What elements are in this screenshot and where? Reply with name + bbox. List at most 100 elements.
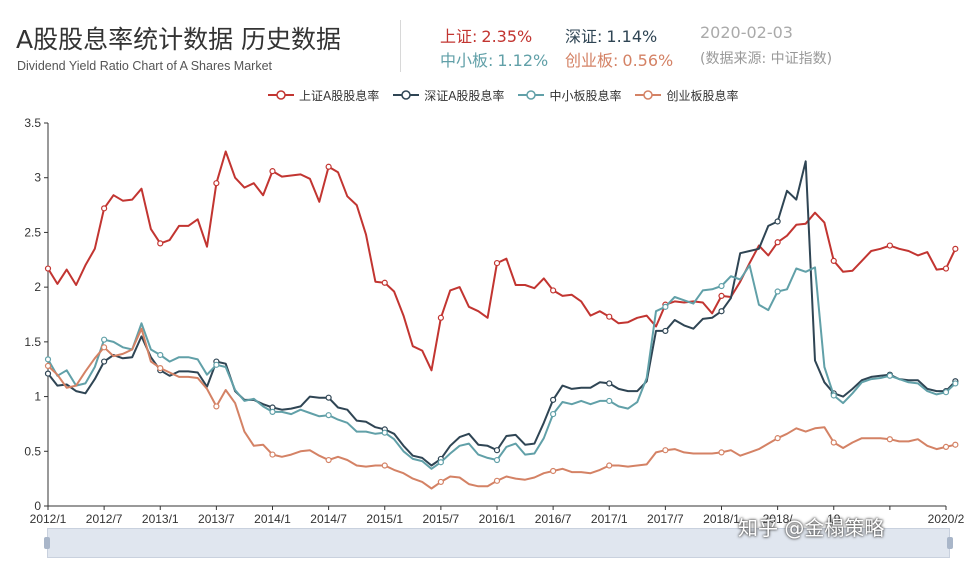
series-3-point — [381, 462, 388, 469]
series-3-point — [269, 451, 276, 458]
stat-sme-board-value: 1.12% — [497, 51, 549, 70]
series-0-point — [381, 279, 388, 286]
stat-shenzhen: 深证: 1.14% — [565, 23, 657, 47]
series-0-point — [774, 239, 781, 246]
stat-sme-board-label: 中小板: — [440, 51, 494, 70]
y-tick-label: 1 — [34, 390, 41, 404]
x-tick-label: 2014/1 — [254, 512, 291, 526]
legend-item-shanghai[interactable]: 上证A股股息率 — [268, 87, 379, 104]
x-tick-label: 2014/7 — [310, 512, 347, 526]
series-3-point — [213, 403, 220, 410]
series-2-point — [213, 361, 220, 368]
data-source: (数据来源: 中证指数) — [700, 51, 833, 67]
y-tick-label: 0.5 — [24, 444, 41, 458]
series-2-point — [381, 429, 388, 436]
series-2-point — [886, 372, 893, 379]
series-2-point — [157, 351, 164, 359]
series-0-point — [101, 205, 108, 212]
zoom-handle-right[interactable] — [947, 537, 953, 549]
series-2-point — [437, 459, 444, 466]
series-1-point — [718, 308, 725, 315]
series-2-point — [830, 392, 837, 399]
series-2-point — [662, 303, 669, 310]
series-0-point — [718, 292, 725, 299]
series-3-point — [662, 447, 669, 454]
legend-marker-sme-board — [518, 90, 545, 100]
zoom-handle-left[interactable] — [44, 537, 50, 549]
series-2-point — [493, 456, 501, 464]
stat-shanghai: 上证: 2.35% — [440, 23, 532, 47]
x-tick-label: 2017/1 — [591, 512, 628, 526]
series-2-point — [942, 389, 950, 396]
series-2-point — [325, 412, 332, 419]
legend-item-sme-board[interactable]: 中小板股息率 — [518, 87, 621, 104]
legend-label-sme-board: 中小板股息率 — [549, 88, 622, 103]
series-3-point — [101, 344, 108, 351]
series-line-0 — [47, 150, 957, 372]
series-0-point — [942, 265, 950, 272]
y-tick-label: 2 — [34, 280, 41, 294]
series-2-point — [550, 410, 557, 418]
x-tick-label: 19 — [827, 512, 841, 526]
x-tick-label: 2012/1 — [30, 512, 67, 526]
series-3-point — [886, 436, 893, 443]
x-tick-label: 2012/7 — [86, 512, 123, 526]
x-tick-label: 2016/7 — [535, 512, 572, 526]
series-0-point — [493, 259, 501, 267]
legend-marker-shanghai — [268, 90, 294, 100]
series-0-point — [830, 257, 837, 264]
series-2-point — [606, 397, 613, 405]
y-tick-label: 3.5 — [24, 116, 41, 130]
series-0-point — [157, 240, 164, 247]
page-subtitle: Dividend Yield Ratio Chart of A Shares M… — [17, 59, 272, 73]
series-0-point — [437, 314, 444, 321]
stat-chinext: 创业板: 0.56% — [565, 47, 673, 71]
series-1-point — [44, 370, 52, 377]
series-1-point — [325, 394, 332, 401]
page-title: A股股息率统计数据 历史数据 — [16, 25, 342, 54]
stat-chinext-label: 创业板: — [565, 51, 619, 70]
x-tick-label: 2015/1 — [366, 512, 403, 526]
data-zoom-slider[interactable] — [47, 528, 950, 558]
series-3-point — [942, 443, 950, 451]
series-0-point — [606, 313, 613, 320]
stat-shenzhen-label: 深证: — [565, 27, 603, 46]
series-0-point — [213, 180, 220, 187]
series-3-point — [325, 456, 332, 464]
series-2-point — [269, 408, 276, 415]
legend-label-shenzhen: 深证A股股息率 — [424, 88, 505, 103]
legend-marker-shenzhen — [393, 90, 420, 100]
series-line-2 — [47, 264, 957, 470]
legend-item-shenzhen[interactable]: 深证A股股息率 — [393, 87, 504, 104]
series-3-point — [157, 365, 164, 372]
legend-item-chinext[interactable]: 创业板股息率 — [635, 87, 738, 104]
y-tick-label: 2.5 — [24, 225, 41, 239]
dividend-yield-line-chart: 0 0.5 1 1.5 2 2.5 3 3.5 2012/1 2012/7 2013/1 2013/7… — [24, 116, 964, 526]
header-divider — [400, 20, 401, 72]
watermark: 知乎 @金榻策略 — [738, 516, 885, 540]
series-3-point — [437, 478, 444, 486]
y-tick-label: 1.5 — [24, 335, 41, 349]
series-3-point — [493, 477, 501, 484]
series-2-point — [774, 288, 781, 295]
series-line-3 — [47, 327, 956, 490]
x-tick-label: 2018/ — [763, 512, 794, 526]
series-3-point — [952, 441, 959, 448]
stat-shenzhen-value: 1.14% — [606, 27, 658, 46]
x-tick-label: 2018/1 — [703, 512, 740, 526]
series-2-point — [718, 282, 725, 290]
legend-label-shanghai: 上证A股股息率 — [299, 88, 380, 103]
series-0-point — [550, 287, 557, 294]
series-1-point — [606, 380, 613, 387]
stat-chinext-value: 0.56% — [622, 51, 674, 70]
series-1-point — [774, 218, 781, 225]
series-0-point — [325, 163, 332, 170]
stat-shanghai-value: 2.35% — [481, 27, 533, 46]
series-3-point — [550, 467, 557, 475]
series-1-point — [101, 358, 108, 365]
x-tick-label: 2017/7 — [647, 512, 684, 526]
series-0-point — [952, 245, 959, 252]
series-3-point — [718, 449, 725, 456]
series-1-point — [550, 396, 557, 403]
legend-marker-chinext — [635, 90, 662, 100]
